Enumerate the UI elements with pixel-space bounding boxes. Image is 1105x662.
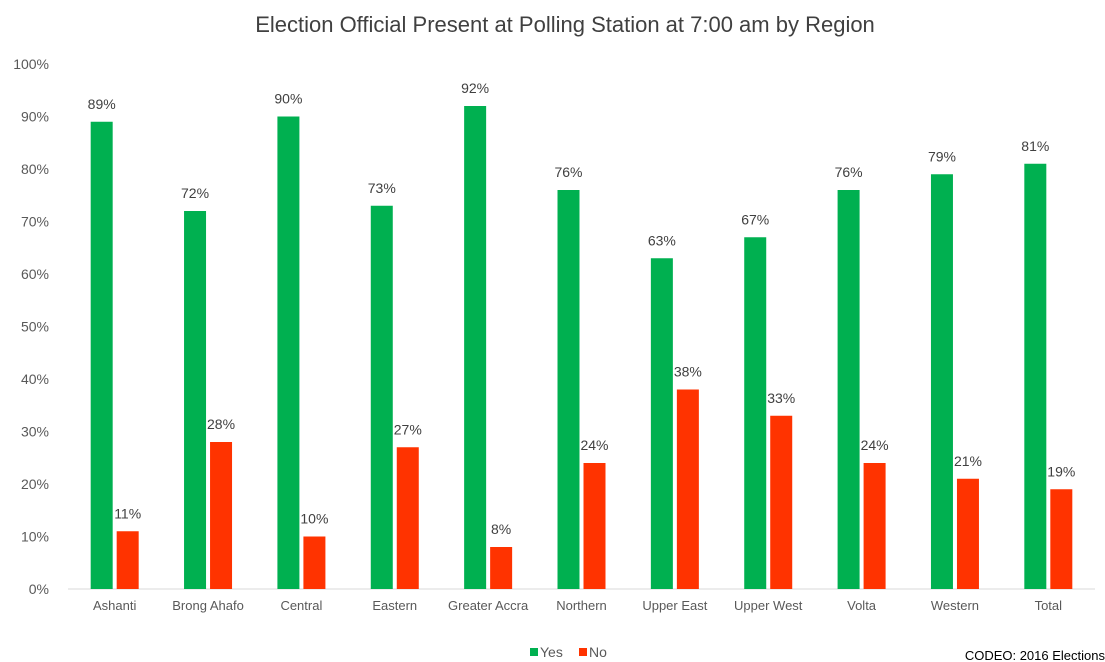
data-label: 24%	[580, 437, 608, 453]
data-label: 10%	[300, 511, 328, 527]
chart-title: Election Official Present at Polling Sta…	[255, 12, 875, 37]
data-label: 38%	[674, 364, 702, 380]
legend-label-yes: Yes	[540, 644, 563, 660]
x-tick-label: Greater Accra	[448, 598, 529, 613]
data-label: 63%	[648, 232, 676, 248]
bar-yes	[557, 190, 580, 589]
data-label: 92%	[461, 80, 489, 96]
data-label: 90%	[274, 91, 302, 107]
y-tick-label: 10%	[21, 529, 49, 545]
y-tick-label: 30%	[21, 424, 49, 440]
data-label: 11%	[114, 505, 141, 521]
x-tick-label: Northern	[556, 598, 607, 613]
data-label: 8%	[491, 521, 511, 537]
data-label: 79%	[928, 148, 956, 164]
bar-no	[490, 547, 513, 589]
data-label: 21%	[954, 453, 982, 469]
data-label: 81%	[1021, 138, 1049, 154]
bar-no	[1050, 489, 1073, 589]
data-label: 76%	[835, 164, 863, 180]
bar-no	[583, 463, 606, 589]
bar-no	[676, 389, 699, 589]
x-tick-label: Total	[1035, 598, 1063, 613]
bar-no	[210, 442, 233, 589]
legend-swatch-no	[579, 648, 587, 656]
y-tick-label: 40%	[21, 371, 49, 387]
bar-no	[863, 463, 886, 589]
x-tick-label: Volta	[847, 598, 877, 613]
x-tick-label: Upper West	[734, 598, 803, 613]
y-tick-label: 20%	[21, 476, 49, 492]
bar-yes	[184, 211, 207, 589]
x-tick-label: Ashanti	[93, 598, 136, 613]
y-tick-label: 60%	[21, 266, 49, 282]
bar-no	[956, 478, 979, 589]
legend-label-no: No	[589, 644, 607, 660]
y-tick-label: 0%	[29, 581, 49, 597]
bars: 89% 11% 72% 28% 90% 10% 73% 27% 92% 8% 76% 24% 63% 38…	[88, 80, 1075, 589]
bar-yes	[370, 205, 393, 589]
data-label: 24%	[861, 437, 889, 453]
bar-yes	[837, 190, 860, 589]
x-axis: Ashanti Brong Ahafo Central Eastern Greater …	[93, 598, 1062, 613]
legend: Yes No	[530, 644, 607, 660]
data-label: 67%	[741, 211, 769, 227]
source-note: CODEO: 2016 Elections	[965, 648, 1105, 662]
bar-yes	[744, 237, 767, 589]
data-label: 28%	[207, 416, 235, 432]
y-tick-label: 100%	[13, 56, 49, 72]
data-label: 89%	[88, 96, 116, 112]
bar-no	[396, 447, 419, 589]
y-tick-label: 70%	[21, 214, 49, 230]
bar-yes	[90, 121, 113, 589]
data-label: 19%	[1047, 463, 1075, 479]
bar-yes	[464, 106, 487, 589]
legend-swatch-yes	[530, 648, 538, 656]
y-tick-label: 50%	[21, 319, 49, 335]
x-tick-label: Eastern	[372, 598, 417, 613]
bar-yes	[650, 258, 673, 589]
bar-yes	[277, 116, 300, 589]
bar-yes	[1024, 163, 1047, 589]
x-tick-label: Upper East	[642, 598, 707, 613]
data-label: 33%	[767, 390, 795, 406]
data-label: 27%	[394, 421, 422, 437]
y-tick-label: 80%	[21, 161, 49, 177]
y-axis: 0% 10% 20% 30% 40% 50% 60% 70% 80% 90% 100%	[13, 56, 49, 597]
x-tick-label: Brong Ahafo	[172, 598, 244, 613]
bar-no	[770, 415, 793, 589]
data-label: 76%	[554, 164, 582, 180]
y-tick-label: 90%	[21, 109, 49, 125]
bar-yes	[930, 174, 953, 589]
data-label: 73%	[368, 180, 396, 196]
bar-no	[303, 536, 326, 589]
x-tick-label: Central	[280, 598, 322, 613]
x-tick-label: Western	[931, 598, 979, 613]
bar-no	[116, 531, 139, 589]
data-label: 72%	[181, 185, 209, 201]
